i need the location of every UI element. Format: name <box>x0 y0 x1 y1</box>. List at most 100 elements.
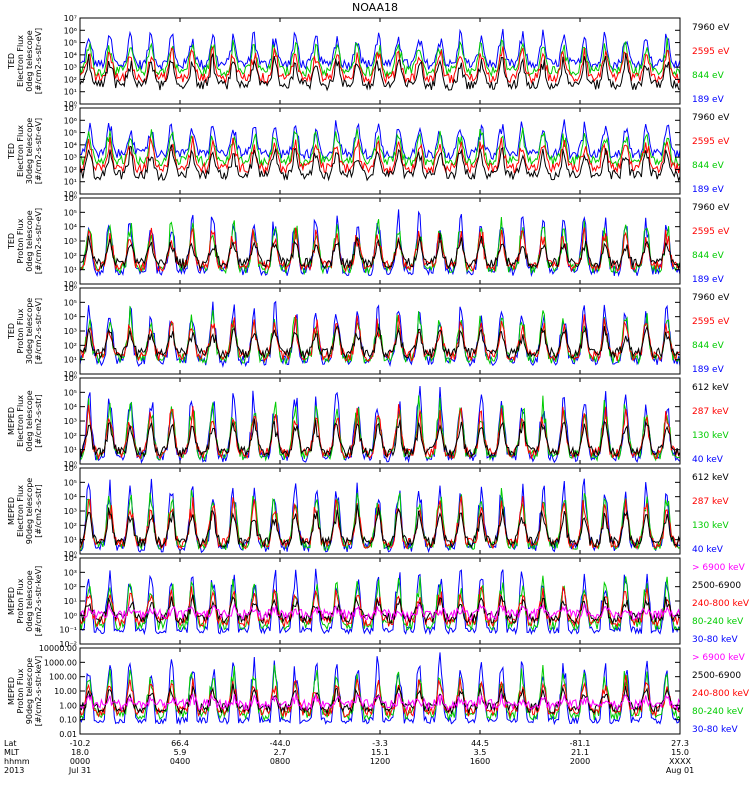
y-tick-label: 10⁻² <box>59 640 77 649</box>
series-line-844-ev <box>80 216 680 276</box>
y-axis-label-line: TED <box>7 233 16 250</box>
y-axis-label-line: [#/cm2-s-str] <box>34 484 43 537</box>
footer-value: Aug 01 <box>666 766 694 775</box>
y-tick-label: 10⁴ <box>64 554 77 563</box>
y-tick-label: 10⁰ <box>64 100 77 109</box>
series-line-844-ev <box>80 37 680 78</box>
y-axis-label-line: MEPED <box>7 497 16 525</box>
y-tick-label: 10³ <box>64 63 77 72</box>
footer-value: 18.0 <box>71 748 89 757</box>
panel-4: 10⁰ 10¹ 10² 10³ 10⁴ 10⁵ 10⁶ TED Proton Flux 30deg… <box>7 284 730 379</box>
y-axis-label-line: [#/cm2-s-str-eV] <box>34 298 43 364</box>
y-axis-label-line: [#/cm2-s-str-keV] <box>34 566 43 637</box>
y-tick-label: 10¹ <box>64 178 77 187</box>
y-tick-label: 10⁴ <box>64 141 77 150</box>
footer-value: -3.3 <box>372 739 388 748</box>
y-tick-label: 10² <box>64 165 77 174</box>
series-line-189-ev <box>80 209 680 278</box>
legend-label: 7960 eV <box>692 113 730 123</box>
legend-label: 844 eV <box>692 161 725 171</box>
y-tick-label: 10⁴ <box>64 51 77 60</box>
y-tick-label: 10² <box>64 251 77 260</box>
legend-label: 7960 eV <box>692 203 730 213</box>
series-line-2500-6900 <box>80 683 680 715</box>
series-line--6900-kev <box>80 602 680 621</box>
footer-value: 2000 <box>570 757 590 766</box>
y-axis-label-line: Proton Flux <box>16 218 25 263</box>
legend-label: 130 keV <box>692 521 729 531</box>
y-axis-label-line: [#/cm2-s-str-eV] <box>34 118 43 184</box>
y-tick-label: 10² <box>64 431 77 440</box>
legend-label: 189 eV <box>692 365 725 375</box>
series-line-2595-ev <box>80 45 680 85</box>
series-line-7960-ev <box>80 324 680 360</box>
y-axis-label-line: 0deg telescope <box>25 30 34 91</box>
legend-label: 189 eV <box>692 185 725 195</box>
y-axis-label-line: Proton Flux <box>16 668 25 713</box>
y-axis-label-line: 90deg telescope <box>25 478 34 545</box>
y-axis-label-line: Proton Flux <box>16 578 25 623</box>
legend-label: > 6900 keV <box>692 563 746 573</box>
y-axis-label-line: Proton Flux <box>16 308 25 353</box>
y-tick-label: 1000.00 <box>44 658 77 667</box>
y-axis-label: MEPED Electron Flux 0deg telescope [#/cm2-s… <box>7 390 43 451</box>
footer-value: 15.1 <box>371 748 389 757</box>
y-axis-label: TED Electron Flux 0deg telescope [#/cm2-s-s… <box>7 28 43 94</box>
panel-traces <box>80 652 680 726</box>
y-tick-label: 10⁵ <box>64 388 77 397</box>
y-tick-label: 10⁻¹ <box>59 626 77 635</box>
y-axis-label: TED Electron Flux 30deg telescope [#/cm2-s-… <box>7 118 43 185</box>
footer-value: 44.5 <box>471 739 489 748</box>
panel-6: 10⁰ 10¹ 10² 10³ 10⁴ 10⁵ 10⁶ MEPED Electron Flux 9… <box>7 464 729 559</box>
y-tick-label: 10³ <box>64 568 77 577</box>
legend-label: 612 keV <box>692 473 729 483</box>
y-axis-label-line: 0deg telescope <box>25 570 34 631</box>
panel-traces <box>80 28 680 92</box>
y-tick-label: 10³ <box>64 237 77 246</box>
y-tick-label: 10¹ <box>64 446 77 455</box>
y-tick-label: 10¹ <box>64 356 77 365</box>
y-axis-label-line: Electron Flux <box>16 395 25 447</box>
y-tick-label: 1.00 <box>59 701 77 710</box>
y-axis-label-line: Electron Flux <box>16 125 25 177</box>
chart-title: NOAA18 <box>352 1 398 14</box>
y-axis-label-line: 30deg telescope <box>25 298 34 365</box>
legend-label: 844 eV <box>692 341 725 351</box>
y-axis-label-line: TED <box>7 53 16 70</box>
footer-value: -44.0 <box>270 739 291 748</box>
legend-label: 30-80 keV <box>692 725 738 735</box>
y-tick-label: 10⁷ <box>64 104 77 113</box>
y-axis-label-line: 0deg telescope <box>25 210 34 271</box>
panel-traces <box>80 209 680 278</box>
y-axis-label-line: [#/cm2-s-str-eV] <box>34 28 43 94</box>
legend-label: 30-80 keV <box>692 635 738 645</box>
footer-value: XXXX <box>669 757 691 766</box>
y-axis-label-line: TED <box>7 323 16 340</box>
y-tick-label: 0.01 <box>59 730 77 739</box>
panel-traces <box>80 119 680 182</box>
y-tick-label: 10⁴ <box>64 313 77 322</box>
y-tick-label: 10² <box>64 583 77 592</box>
legend-label: 844 eV <box>692 71 725 81</box>
panel-3: 10⁰ 10¹ 10² 10³ 10⁴ 10⁵ 10⁶ TED Proton Flux 0deg … <box>7 194 730 289</box>
legend-label: 40 keV <box>692 545 724 555</box>
legend-label: 2595 eV <box>692 137 730 147</box>
legend-label: > 6900 keV <box>692 653 746 663</box>
series-line-2595-ev <box>80 136 680 175</box>
y-axis-label-line: Electron Flux <box>16 35 25 87</box>
y-tick-label: 10² <box>64 341 77 350</box>
footer-row-label: Lat <box>4 739 17 748</box>
legend-label: 130 keV <box>692 431 729 441</box>
legend-label: 2500-6900 <box>692 581 741 591</box>
y-axis-label-line: [#/cm2-s-str-eV] <box>34 208 43 274</box>
y-axis-label-line: [#/cm2-s-str-keV] <box>34 656 43 727</box>
y-tick-label: 10³ <box>64 417 77 426</box>
y-axis-label: MEPED Electron Flux 90deg telescope [#/cm2-… <box>7 478 43 545</box>
series-line-80-240-kev <box>80 664 680 722</box>
legend-label: 287 keV <box>692 407 729 417</box>
y-tick-label: 10¹ <box>64 88 77 97</box>
footer-value: Jul 31 <box>68 766 91 775</box>
panel-traces <box>80 385 680 464</box>
series-line-612-kev <box>80 418 680 459</box>
